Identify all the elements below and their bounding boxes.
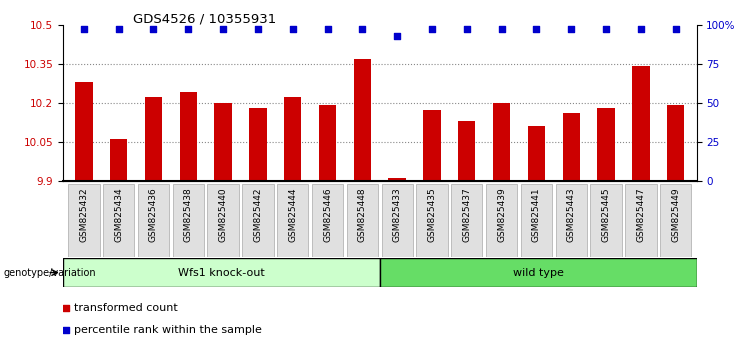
- FancyBboxPatch shape: [277, 184, 308, 257]
- Bar: [249, 108, 267, 181]
- Text: wild type: wild type: [513, 268, 564, 278]
- Point: [147, 27, 159, 32]
- FancyBboxPatch shape: [347, 184, 378, 257]
- FancyBboxPatch shape: [207, 184, 239, 257]
- Text: GSM825435: GSM825435: [428, 188, 436, 242]
- Text: GSM825444: GSM825444: [288, 188, 297, 242]
- FancyBboxPatch shape: [625, 184, 657, 257]
- FancyBboxPatch shape: [486, 184, 517, 257]
- Bar: [493, 103, 511, 181]
- Text: GSM825436: GSM825436: [149, 188, 158, 242]
- FancyBboxPatch shape: [660, 184, 691, 257]
- FancyBboxPatch shape: [591, 184, 622, 257]
- Text: GSM825445: GSM825445: [602, 188, 611, 242]
- Text: transformed count: transformed count: [74, 303, 178, 313]
- Point: [600, 27, 612, 32]
- Bar: [632, 66, 650, 181]
- Text: GSM825448: GSM825448: [358, 188, 367, 242]
- Bar: [179, 92, 197, 181]
- Bar: [144, 97, 162, 181]
- FancyBboxPatch shape: [382, 184, 413, 257]
- Text: genotype/variation: genotype/variation: [3, 268, 96, 278]
- Text: GSM825433: GSM825433: [393, 188, 402, 242]
- FancyBboxPatch shape: [416, 184, 448, 257]
- Bar: [353, 58, 371, 181]
- Point: [565, 27, 577, 32]
- Point: [670, 27, 682, 32]
- Text: GSM825440: GSM825440: [219, 188, 227, 242]
- FancyBboxPatch shape: [521, 184, 552, 257]
- FancyBboxPatch shape: [63, 258, 379, 287]
- FancyBboxPatch shape: [138, 184, 169, 257]
- Bar: [110, 139, 127, 181]
- Bar: [284, 97, 302, 181]
- Bar: [528, 126, 545, 181]
- Text: GSM825438: GSM825438: [184, 188, 193, 242]
- FancyBboxPatch shape: [103, 184, 134, 257]
- Text: GSM825437: GSM825437: [462, 188, 471, 242]
- Point: [426, 27, 438, 32]
- Point: [531, 27, 542, 32]
- Point: [496, 27, 508, 32]
- Point: [461, 27, 473, 32]
- Point: [635, 27, 647, 32]
- Point: [322, 27, 333, 32]
- Point: [78, 27, 90, 32]
- Point: [113, 27, 124, 32]
- FancyBboxPatch shape: [451, 184, 482, 257]
- Text: GSM825442: GSM825442: [253, 188, 262, 242]
- Bar: [214, 103, 232, 181]
- Text: percentile rank within the sample: percentile rank within the sample: [74, 325, 262, 335]
- Point: [287, 27, 299, 32]
- Text: GSM825446: GSM825446: [323, 188, 332, 242]
- FancyBboxPatch shape: [68, 184, 99, 257]
- Text: GSM825449: GSM825449: [671, 188, 680, 242]
- Text: GSM825439: GSM825439: [497, 188, 506, 242]
- FancyBboxPatch shape: [173, 184, 204, 257]
- Text: GDS4526 / 10355931: GDS4526 / 10355931: [133, 12, 276, 25]
- Point: [356, 27, 368, 32]
- Text: GSM825434: GSM825434: [114, 188, 123, 242]
- Bar: [667, 105, 685, 181]
- Text: GSM825443: GSM825443: [567, 188, 576, 242]
- Bar: [562, 113, 580, 181]
- Bar: [458, 121, 476, 181]
- FancyBboxPatch shape: [242, 184, 273, 257]
- Text: GSM825432: GSM825432: [79, 188, 88, 242]
- FancyBboxPatch shape: [556, 184, 587, 257]
- Point: [182, 27, 194, 32]
- Text: Wfs1 knock-out: Wfs1 knock-out: [178, 268, 265, 278]
- Point: [252, 27, 264, 32]
- Text: GSM825441: GSM825441: [532, 188, 541, 242]
- Point: [391, 33, 403, 39]
- Point: [217, 27, 229, 32]
- Text: GSM825447: GSM825447: [637, 188, 645, 242]
- Bar: [75, 82, 93, 181]
- Bar: [319, 105, 336, 181]
- Bar: [597, 108, 615, 181]
- FancyBboxPatch shape: [379, 258, 697, 287]
- Point: [245, 190, 256, 195]
- FancyBboxPatch shape: [312, 184, 343, 257]
- Bar: [388, 178, 406, 181]
- Bar: [423, 110, 441, 181]
